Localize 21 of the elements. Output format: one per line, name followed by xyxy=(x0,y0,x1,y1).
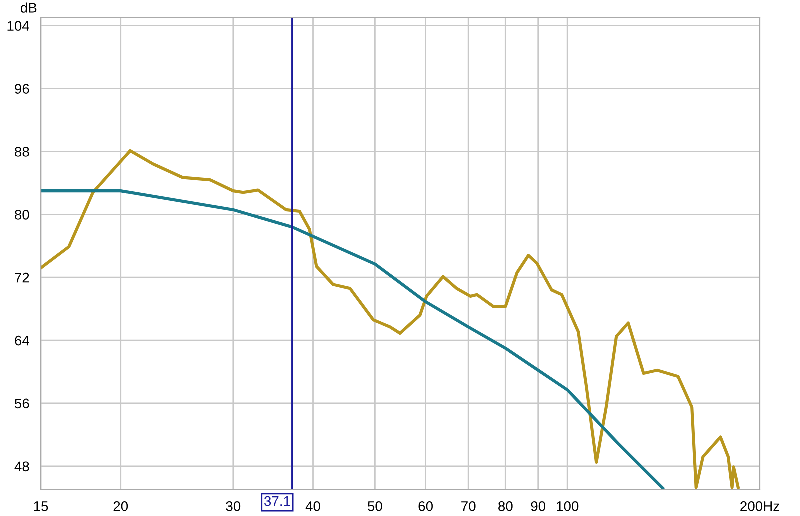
y-tick-label: 56 xyxy=(14,398,30,409)
y-tick-label: 88 xyxy=(15,147,30,157)
y-tick-label: 72 xyxy=(15,272,30,283)
x-tick-label: 100 xyxy=(557,501,579,512)
x-tick-label: 90 xyxy=(531,501,546,512)
x-tick-label: 40 xyxy=(306,501,320,512)
y-tick-label: 80 xyxy=(15,210,30,220)
ref-line-label: 37.1 xyxy=(264,496,290,506)
x-tick-label: 70 xyxy=(462,501,476,512)
y-axis-title: dB xyxy=(21,2,37,13)
x-tick-label: 60 xyxy=(418,501,433,512)
x-tick-label: 200Hz xyxy=(740,501,780,512)
x-tick-label: 15 xyxy=(34,502,48,512)
x-tick-label: 80 xyxy=(498,501,513,512)
y-tick-label: 104 xyxy=(8,21,30,32)
y-tick-label: 64 xyxy=(15,336,30,346)
x-tick-label: 20 xyxy=(114,501,128,512)
y-tick-label: 48 xyxy=(14,462,30,472)
x-tick-label: 30 xyxy=(226,501,241,512)
x-tick-label: 50 xyxy=(368,501,382,512)
y-tick-label: 96 xyxy=(15,84,30,94)
